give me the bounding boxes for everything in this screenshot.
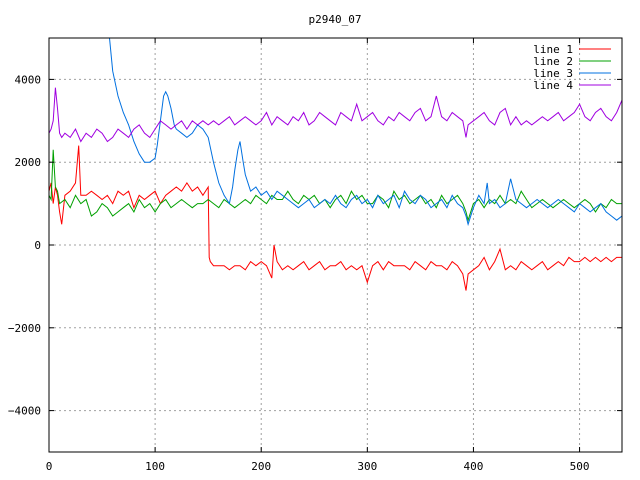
y-tick-label: 4000 — [15, 73, 42, 86]
series-layer — [49, 38, 622, 291]
y-tick-label: −4000 — [8, 405, 41, 418]
series-line-2 — [49, 149, 622, 223]
legend-label: line 3 — [533, 67, 573, 80]
series-line-4 — [49, 87, 622, 143]
legend-label: line 4 — [533, 79, 573, 92]
x-tick-label: 300 — [357, 460, 377, 473]
x-tick-label: 400 — [464, 460, 484, 473]
grid — [49, 38, 622, 452]
y-tick-label: 2000 — [15, 156, 42, 169]
series-line-1 — [49, 145, 622, 291]
series-line-3 — [109, 38, 622, 227]
legend-label: line 2 — [533, 55, 573, 68]
x-tick-label: 100 — [145, 460, 165, 473]
chart-title: p2940_07 — [309, 13, 362, 26]
x-tick-label: 500 — [570, 460, 590, 473]
x-tick-label: 0 — [46, 460, 53, 473]
y-tick-label: −2000 — [8, 322, 41, 335]
legend-label: line 1 — [533, 43, 573, 56]
y-tick-label: 0 — [34, 239, 41, 252]
x-tick-label: 200 — [251, 460, 271, 473]
axis-ticks: 0 100 200 300 400 500 −4000 −2000 0 2000 4000 — [8, 38, 622, 473]
